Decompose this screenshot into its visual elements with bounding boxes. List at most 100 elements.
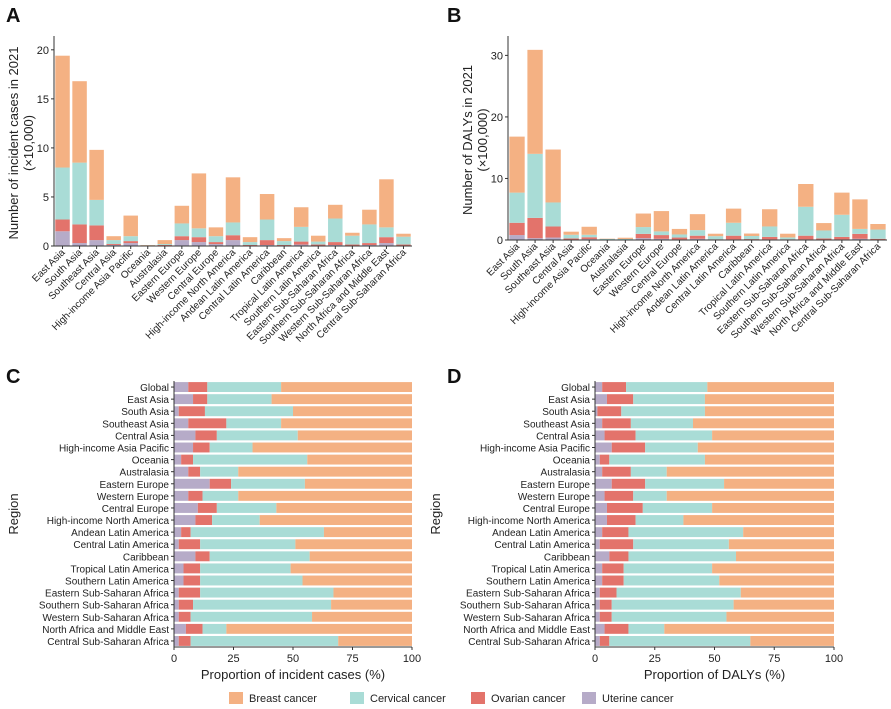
bar-south-asia-cervical-cancer: [621, 406, 705, 417]
bar-central-europe-uterine-cancer: [595, 503, 607, 513]
bar-high-income-asia-pacific-ovarian-cancer: [611, 442, 646, 453]
bar-eastern-europe-breast-cancer: [304, 478, 412, 489]
y-tick-label: Oceania: [132, 456, 170, 467]
bar-andean-latin-america-uterine-cancer: [174, 527, 182, 538]
y-tick-label: High-income Asia Pacific: [480, 444, 590, 455]
y-tick-label: Eastern Europe: [100, 480, 170, 491]
bar-australasia-breast-cancer: [617, 237, 633, 239]
bar-southern-latin-america-cervical-cancer: [200, 575, 303, 586]
y-tick-label: High-income Asia Pacific: [59, 444, 169, 455]
bar-central-europe-ovarian-cancer: [197, 503, 217, 513]
bar-central-sub-saharan-africa-ovarian-cancer: [870, 238, 886, 240]
legend-label: Ovarian cancer: [491, 693, 566, 705]
bar-eastern-sub-saharan-africa-ovarian-cancer: [599, 587, 617, 598]
bar-oceania-cervical-cancer: [599, 238, 615, 240]
bar-eastern-europe-cervical-cancer: [645, 478, 725, 489]
bar-central-asia-ovarian-cancer: [106, 244, 121, 246]
bar-central-latin-america-cervical-cancer: [200, 539, 296, 550]
bar-global-ovarian-cancer: [602, 382, 627, 392]
bar-andean-latin-america-cervical-cancer: [242, 242, 258, 246]
bar-southeast-asia-uterine-cancer: [174, 418, 189, 429]
bar-high-income-north-america-breast-cancer: [225, 177, 241, 223]
bar-tropical-latin-america-breast-cancer: [293, 207, 309, 227]
bar-central-asia-breast-cancer: [712, 430, 834, 441]
bar-andean-latin-america-uterine-cancer: [595, 527, 603, 538]
bar-north-africa-and-middle-east-uterine-cancer: [174, 623, 186, 634]
bar-central-latin-america-breast-cancer: [725, 208, 742, 223]
bar-southern-latin-america-cervical-cancer: [310, 241, 326, 245]
bar-central-asia-ovarian-cancer: [604, 430, 636, 441]
bar-central-sub-saharan-africa-breast-cancer: [338, 636, 412, 646]
bar-tropical-latin-america-uterine-cancer: [174, 563, 184, 574]
bar-eastern-sub-saharan-africa-breast-cancer: [798, 184, 814, 207]
bar-eastern-sub-saharan-africa-ovarian-cancer: [798, 235, 814, 240]
y-tick-label: Andean Latin America: [492, 528, 590, 539]
bar-high-income-north-america-uterine-cancer: [174, 515, 196, 525]
bar-southeast-asia-cervical-cancer: [226, 418, 282, 429]
bar-southern-latin-america-breast-cancer: [310, 235, 326, 242]
bar-caribbean-cervical-cancer: [743, 236, 760, 240]
bar-central-europe-ovarian-cancer: [208, 242, 224, 245]
bar-western-europe-cervical-cancer: [202, 490, 239, 501]
y-tick-label: Western Europe: [97, 492, 170, 503]
bar-east-asia-uterine-cancer: [55, 231, 70, 246]
bar-western-sub-saharan-africa-ovarian-cancer: [362, 243, 377, 246]
bar-high-income-asia-pacific-cervical-cancer: [581, 234, 597, 238]
bar-central-sub-saharan-africa-ovarian-cancer: [178, 636, 191, 646]
x-tick-label: 75: [346, 653, 358, 665]
bar-tropical-latin-america-uterine-cancer: [595, 563, 603, 574]
bar-southern-sub-saharan-africa-breast-cancer: [331, 599, 412, 610]
bar-western-europe-ovarian-cancer: [191, 237, 207, 243]
bar-eastern-europe-ovarian-cancer: [209, 478, 232, 489]
bar-western-europe-uterine-cancer: [191, 242, 207, 246]
bar-southern-latin-america-breast-cancer: [780, 233, 796, 238]
y-tick-label: Central Asia: [536, 431, 590, 442]
bar-southern-latin-america-cervical-cancer: [780, 237, 796, 240]
bar-eastern-europe-ovarian-cancer: [635, 233, 652, 239]
bar-north-africa-and-middle-east-ovarian-cancer: [185, 623, 203, 634]
bar-eastern-europe-uterine-cancer: [174, 478, 210, 489]
bar-eastern-sub-saharan-africa-cervical-cancer: [200, 587, 334, 598]
bar-eastern-europe-cervical-cancer: [231, 478, 305, 489]
bar-caribbean-breast-cancer: [743, 233, 760, 236]
y-tick-label: South Asia: [121, 407, 169, 418]
bar-central-latin-america-ovarian-cancer: [725, 235, 742, 240]
bar-north-africa-and-middle-east-ovarian-cancer: [852, 233, 868, 239]
bar-south-asia-ovarian-cancer: [597, 406, 622, 417]
bar-east-asia-ovarian-cancer: [55, 219, 70, 232]
bar-central-asia-breast-cancer: [297, 430, 412, 441]
y-tick-label: East Asia: [127, 395, 169, 406]
bar-southeast-asia-ovarian-cancer: [545, 226, 561, 238]
y-tick-label: Central Latin America: [73, 540, 169, 551]
bar-tropical-latin-america-ovarian-cancer: [183, 563, 201, 574]
bar-central-latin-america-cervical-cancer: [725, 222, 742, 236]
y-tick-label: Central Latin America: [494, 540, 590, 551]
bar-south-asia-cervical-cancer: [204, 406, 293, 417]
bar-central-latin-america-breast-cancer: [728, 539, 834, 550]
bar-east-asia-ovarian-cancer: [193, 394, 208, 405]
bar-central-sub-saharan-africa-cervical-cancer: [190, 636, 339, 646]
y-tick-label: Southern Sub-Saharan Africa: [460, 601, 591, 612]
bar-western-europe-breast-cancer: [191, 173, 207, 229]
bar-southern-sub-saharan-africa-breast-cancer: [733, 599, 834, 610]
y-tick-label: Global: [561, 383, 590, 394]
bar-south-asia-breast-cancer: [293, 406, 412, 417]
x-tick-label: 100: [403, 653, 421, 665]
panel-letter: D: [447, 366, 461, 388]
bar-southern-latin-america-breast-cancer: [719, 575, 834, 586]
bar-central-europe-breast-cancer: [276, 503, 412, 513]
bar-east-asia-cervical-cancer: [207, 394, 272, 405]
bar-central-europe-ovarian-cancer: [606, 503, 643, 513]
bar-caribbean-breast-cancer: [736, 551, 834, 562]
y-tick-label: Central Sub-Saharan Africa: [468, 637, 590, 648]
panel-letter: A: [6, 5, 20, 27]
x-tick-label: 0: [171, 653, 177, 665]
bar-oceania-uterine-cancer: [595, 454, 600, 465]
bar-caribbean-cervical-cancer: [209, 551, 310, 562]
panel-letter: C: [6, 366, 20, 388]
y-tick-label: 20: [37, 45, 49, 57]
bar-eastern-sub-saharan-africa-breast-cancer: [740, 587, 834, 598]
